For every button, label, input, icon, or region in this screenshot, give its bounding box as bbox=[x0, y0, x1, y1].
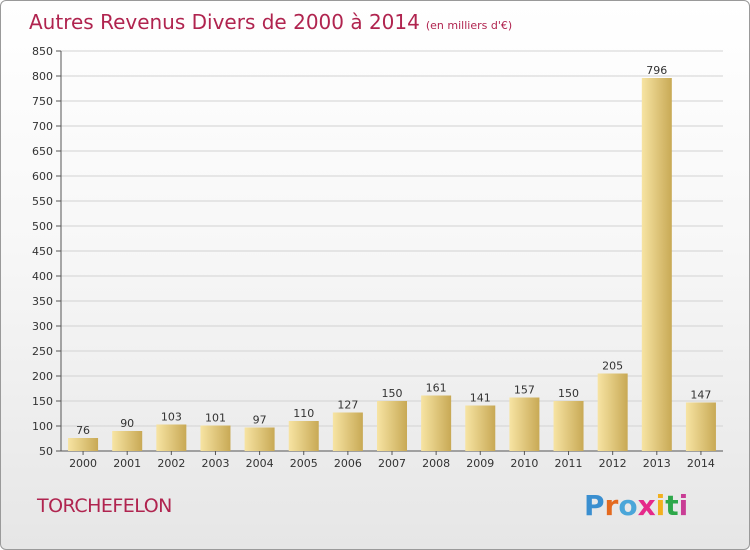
y-tick-label: 850 bbox=[32, 45, 53, 58]
x-tick-label: 2005 bbox=[290, 457, 318, 470]
y-tick-label: 750 bbox=[32, 95, 53, 108]
data-label: 147 bbox=[690, 389, 711, 402]
x-tick-label: 2003 bbox=[201, 457, 229, 470]
title-text: Autres Revenus Divers de 2000 à 2014 bbox=[29, 10, 420, 34]
proxiti-logo: Proxiti bbox=[584, 489, 689, 522]
y-tick-label: 100 bbox=[32, 420, 53, 433]
title-unit: (en milliers d'€) bbox=[425, 19, 513, 32]
data-label: 103 bbox=[161, 411, 182, 424]
y-tick-label: 400 bbox=[32, 270, 53, 283]
y-tick-label: 150 bbox=[32, 395, 53, 408]
chart-title: Autres Revenus Divers de 2000 à 2014 (en … bbox=[29, 10, 512, 34]
x-tick-label: 2000 bbox=[69, 457, 97, 470]
y-tick-label: 600 bbox=[32, 170, 53, 183]
y-tick-label: 300 bbox=[32, 320, 53, 333]
x-tick-label: 2002 bbox=[157, 457, 185, 470]
y-tick-label: 450 bbox=[32, 245, 53, 258]
bar bbox=[641, 78, 672, 451]
x-tick-label: 2014 bbox=[687, 457, 715, 470]
bar bbox=[156, 424, 187, 451]
data-label: 157 bbox=[514, 384, 535, 397]
bar bbox=[332, 412, 363, 451]
data-label: 110 bbox=[293, 407, 314, 420]
data-label: 101 bbox=[205, 412, 226, 425]
data-label: 97 bbox=[253, 414, 267, 427]
bar bbox=[465, 405, 496, 451]
bar bbox=[200, 425, 231, 451]
bar bbox=[553, 401, 584, 451]
y-tick-label: 800 bbox=[32, 70, 53, 83]
data-label: 90 bbox=[120, 417, 134, 430]
bar bbox=[597, 373, 628, 451]
bar bbox=[112, 431, 143, 451]
y-tick-label: 700 bbox=[32, 120, 53, 133]
y-tick-label: 650 bbox=[32, 145, 53, 158]
data-label: 796 bbox=[646, 64, 667, 77]
data-label: 127 bbox=[337, 399, 358, 412]
x-tick-label: 2007 bbox=[378, 457, 406, 470]
data-label: 150 bbox=[382, 387, 403, 400]
x-tick-label: 2001 bbox=[113, 457, 141, 470]
x-tick-label: 2012 bbox=[599, 457, 627, 470]
x-tick-label: 2009 bbox=[466, 457, 494, 470]
data-label: 161 bbox=[426, 382, 447, 395]
data-label: 150 bbox=[558, 387, 579, 400]
bar bbox=[68, 438, 99, 451]
x-tick-label: 2008 bbox=[422, 457, 450, 470]
x-tick-label: 2006 bbox=[334, 457, 362, 470]
x-tick-label: 2010 bbox=[510, 457, 538, 470]
bar bbox=[509, 397, 540, 451]
y-tick-label: 550 bbox=[32, 195, 53, 208]
y-tick-label: 500 bbox=[32, 220, 53, 233]
x-tick-label: 2011 bbox=[555, 457, 583, 470]
bar bbox=[244, 427, 275, 451]
bar bbox=[288, 421, 319, 451]
data-label: 141 bbox=[470, 392, 491, 405]
y-tick-label: 200 bbox=[32, 370, 53, 383]
y-tick-label: 50 bbox=[39, 445, 53, 458]
y-tick-label: 250 bbox=[32, 345, 53, 358]
y-tick-label: 350 bbox=[32, 295, 53, 308]
data-label: 205 bbox=[602, 360, 623, 373]
bar bbox=[421, 395, 452, 451]
data-label: 76 bbox=[76, 424, 90, 437]
commune-name: TORCHEFELON bbox=[37, 495, 172, 517]
x-tick-label: 2004 bbox=[246, 457, 274, 470]
bar bbox=[685, 402, 716, 451]
bar bbox=[376, 401, 408, 451]
x-tick-label: 2013 bbox=[643, 457, 671, 470]
